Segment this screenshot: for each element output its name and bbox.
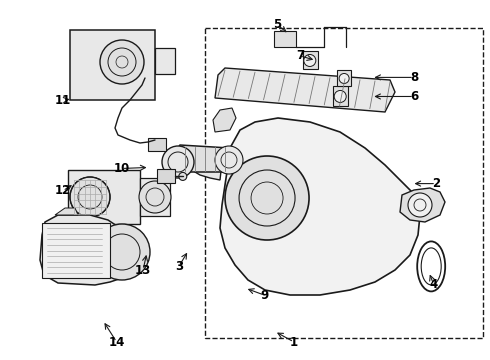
Bar: [205, 28, 483, 338]
Polygon shape: [40, 215, 128, 285]
Text: 9: 9: [261, 289, 269, 302]
Polygon shape: [220, 118, 420, 295]
Bar: [68, 170, 140, 224]
Polygon shape: [400, 188, 445, 222]
Polygon shape: [215, 68, 395, 112]
Bar: [148, 138, 166, 151]
Circle shape: [139, 181, 171, 213]
Text: 8: 8: [410, 71, 418, 84]
Text: 10: 10: [113, 162, 130, 175]
Circle shape: [179, 172, 187, 180]
Text: 1: 1: [290, 336, 298, 348]
Text: 3: 3: [175, 260, 183, 273]
Polygon shape: [55, 208, 78, 215]
Bar: [337, 71, 351, 86]
Circle shape: [100, 40, 144, 84]
Bar: [42, 223, 110, 278]
Bar: [333, 86, 348, 107]
Text: 2: 2: [432, 177, 440, 190]
Circle shape: [162, 146, 194, 178]
Bar: [70, 30, 155, 100]
Circle shape: [408, 193, 432, 217]
Circle shape: [225, 156, 309, 240]
Bar: [140, 178, 170, 216]
Text: 12: 12: [54, 184, 71, 197]
Circle shape: [70, 177, 110, 217]
Text: 11: 11: [54, 94, 71, 107]
Text: 14: 14: [108, 336, 125, 348]
Text: 13: 13: [135, 264, 151, 276]
Text: 5: 5: [273, 18, 281, 31]
Polygon shape: [213, 108, 236, 132]
Circle shape: [94, 224, 150, 280]
Text: 6: 6: [410, 90, 418, 103]
Bar: [157, 170, 175, 183]
Circle shape: [304, 54, 316, 67]
Text: 7: 7: [296, 49, 304, 62]
Polygon shape: [195, 155, 222, 180]
Circle shape: [339, 73, 349, 84]
Bar: [155, 48, 175, 74]
Text: 4: 4: [430, 278, 438, 291]
Polygon shape: [173, 145, 235, 172]
Bar: [274, 31, 296, 47]
Circle shape: [334, 90, 346, 103]
Circle shape: [215, 146, 243, 174]
Bar: [303, 51, 318, 69]
